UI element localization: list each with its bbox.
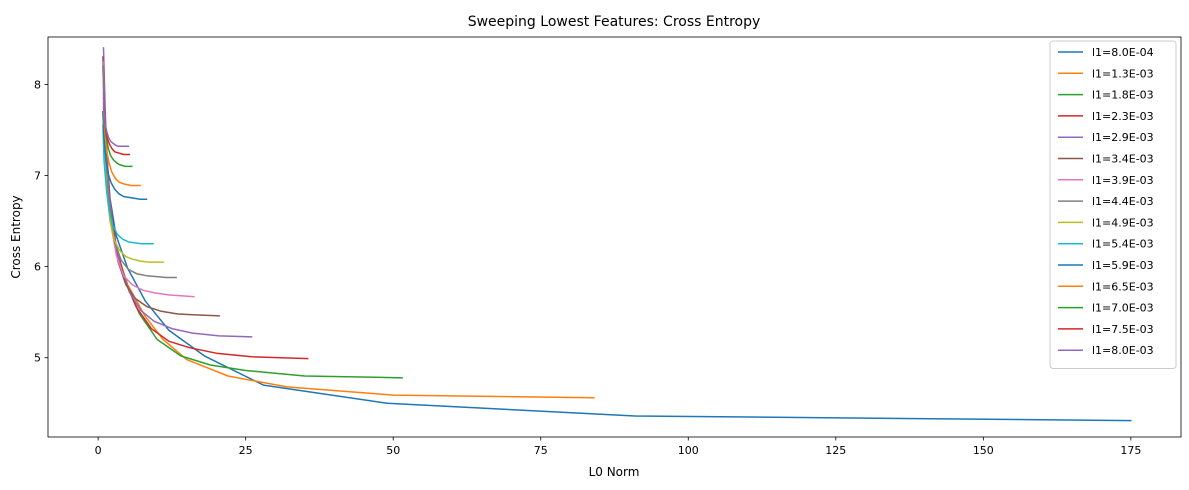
series-line-9 xyxy=(102,110,164,263)
legend-label: l1=1.8E-03 xyxy=(1092,89,1154,102)
chart-title: Sweeping Lowest Features: Cross Entropy xyxy=(468,14,761,30)
x-tick-label: 75 xyxy=(534,444,548,457)
legend-label: l1=3.4E-03 xyxy=(1092,153,1154,166)
x-tick-label: 50 xyxy=(386,444,400,457)
legend-label: l1=7.5E-03 xyxy=(1092,323,1154,336)
axes: 0 25 50 75 100 125 150 175 5 6 7 8 xyxy=(34,36,1182,457)
x-tick-label: 125 xyxy=(825,444,846,457)
series-line-3 xyxy=(103,106,403,379)
y-tick-label: 7 xyxy=(34,169,41,182)
x-tick-label: 25 xyxy=(239,444,253,457)
legend-label: l1=7.0E-03 xyxy=(1092,302,1154,315)
legend-label: l1=2.9E-03 xyxy=(1092,131,1154,144)
legend-label: l1=2.3E-03 xyxy=(1092,110,1154,123)
series-line-15 xyxy=(102,92,130,148)
legend-label: l1=1.3E-03 xyxy=(1092,67,1154,80)
x-axis-label: L0 Norm xyxy=(589,465,640,479)
series-line-10 xyxy=(102,124,154,245)
series-line-2 xyxy=(103,110,595,399)
series-line-1 xyxy=(104,115,1132,422)
legend-label: l1=5.9E-03 xyxy=(1092,259,1154,272)
legend-label: l1=6.5E-03 xyxy=(1092,280,1154,293)
legend-label: l1=4.9E-03 xyxy=(1092,216,1154,229)
x-tick-label: 175 xyxy=(1120,444,1141,457)
series-layer xyxy=(102,47,1132,422)
y-tick-label: 5 xyxy=(34,352,41,365)
x-tick-label: 100 xyxy=(678,444,699,457)
legend-label: l1=3.9E-03 xyxy=(1092,174,1154,187)
legend-label: l1=8.0E-03 xyxy=(1092,344,1154,357)
x-tick-label: 150 xyxy=(973,444,994,457)
series-line-8 xyxy=(102,65,177,279)
series-line-5 xyxy=(102,47,253,338)
x-tick-label: 0 xyxy=(95,444,102,457)
y-tick-label: 8 xyxy=(34,78,41,91)
legend-label: l1=8.0E-04 xyxy=(1092,46,1154,59)
legend-label: l1=5.4E-03 xyxy=(1092,238,1154,251)
series-line-11 xyxy=(102,110,148,200)
series-line-12 xyxy=(102,106,141,187)
plot-frame xyxy=(47,36,1182,438)
y-axis-label: Cross Entropy xyxy=(9,195,23,278)
series-line-4 xyxy=(103,106,309,360)
legend-label: l1=4.4E-03 xyxy=(1092,195,1154,208)
y-tick-label: 6 xyxy=(34,261,41,274)
legend: l1=8.0E-04 l1=1.3E-03 l1=1.8E-03 l1=2.3E-03… xyxy=(1049,40,1177,369)
